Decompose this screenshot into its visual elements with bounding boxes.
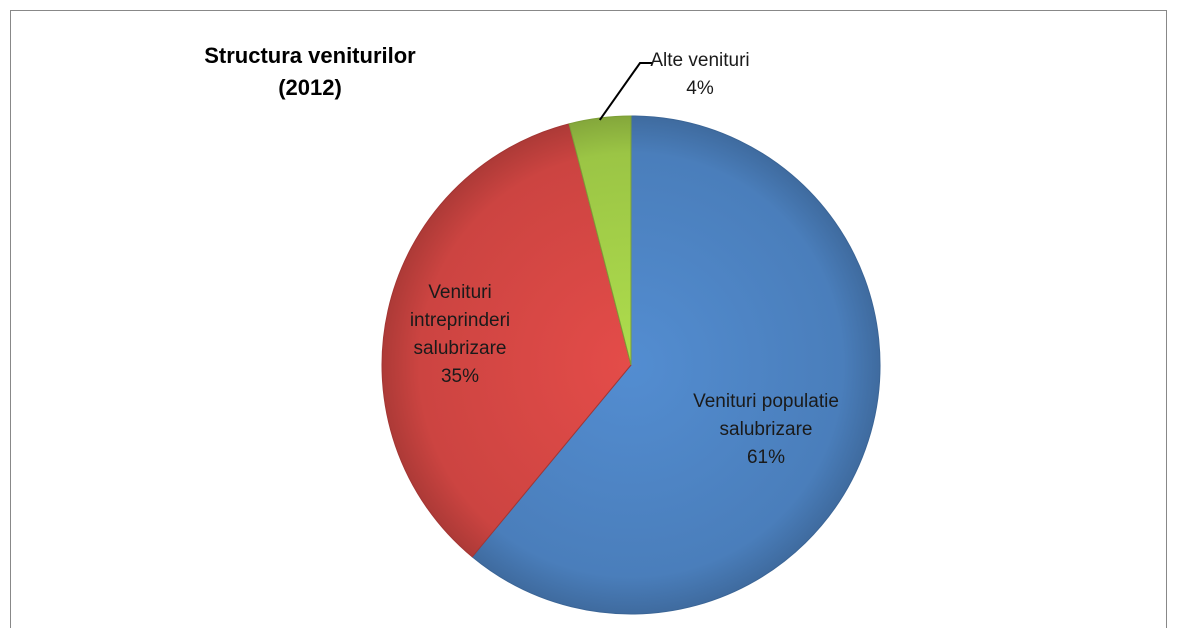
pie-slice [381,123,632,558]
data-label: Alte venituri 4% [635,47,765,103]
chart-title: Structura veniturilor (2012) [204,43,416,100]
category-label: Venituri intreprinderi salubrizare [409,282,511,359]
value-label: 35% [440,366,480,387]
category-label: Venituri populatie salubrizare [693,391,839,440]
category-label: Alte venituri [650,50,750,71]
data-label: Venituri intreprinderi salubrizare 35% [385,279,535,391]
data-label: Venituri populatie salubrizare 61% [646,388,886,472]
leader-line [598,62,652,121]
pie-slice [568,115,632,366]
value-label: 61% [746,447,786,468]
value-label: 4% [686,78,714,99]
pie-slice [471,115,881,615]
